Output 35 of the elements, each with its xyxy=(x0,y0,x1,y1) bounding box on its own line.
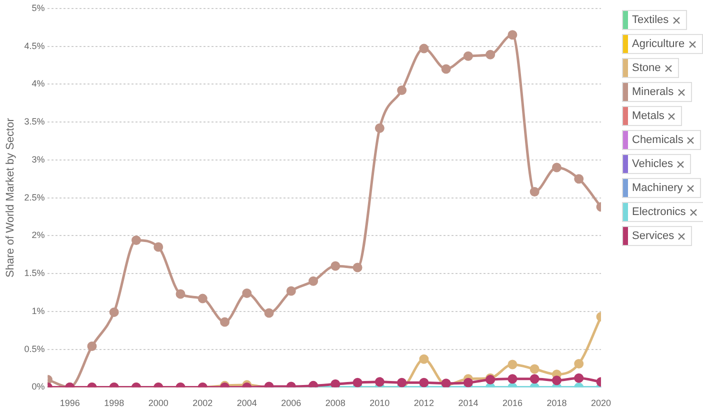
x-tick-label: 2010 xyxy=(370,398,390,408)
x-tick-label: 2016 xyxy=(502,398,522,408)
y-tick-label: 0% xyxy=(32,382,45,392)
x-tick-label: 2020 xyxy=(590,398,612,408)
x-tick-label: 2008 xyxy=(325,398,346,408)
y-tick-label: 3% xyxy=(32,154,45,164)
x-tick-label: 2014 xyxy=(458,398,478,408)
x-tick-label: 2002 xyxy=(192,398,213,408)
x-tick-label: 2012 xyxy=(414,398,434,408)
legend-label: Agriculture xyxy=(631,38,686,50)
legend-label: Minerals xyxy=(631,86,675,98)
y-tick-label: 4.5% xyxy=(24,40,45,51)
legend-label: Metals xyxy=(631,110,666,122)
legend-label: Machinery xyxy=(631,182,684,194)
y-tick-label: 1% xyxy=(32,306,45,316)
x-tick-label: 1998 xyxy=(104,398,124,408)
x-tick-label: 2018 xyxy=(546,398,567,408)
y-tick-label: 5% xyxy=(32,2,45,13)
y-tick-label: 0.5% xyxy=(24,344,45,354)
legend-label: Electronics xyxy=(631,206,687,218)
x-tick-label: 2004 xyxy=(236,398,257,408)
legend-label: Services xyxy=(631,230,676,242)
legend-label: Chemicals xyxy=(631,134,684,146)
legend-label: Vehicles xyxy=(631,158,674,170)
y-tick-label: 2% xyxy=(32,230,45,240)
x-tick-label: 2000 xyxy=(148,398,168,408)
x-tick-label: 1996 xyxy=(60,398,80,408)
y-tick-label: 3.5% xyxy=(24,116,45,127)
y-tick-label: 4% xyxy=(32,78,45,89)
y-axis-title: Share of World Market by Sector xyxy=(4,118,17,278)
x-tick-label: 2006 xyxy=(281,398,302,408)
legend-label: Stone xyxy=(631,62,662,74)
legend-label: Textiles xyxy=(631,14,670,26)
y-tick-label: 2.5% xyxy=(24,192,45,202)
y-tick-label: 1.5% xyxy=(24,268,45,278)
